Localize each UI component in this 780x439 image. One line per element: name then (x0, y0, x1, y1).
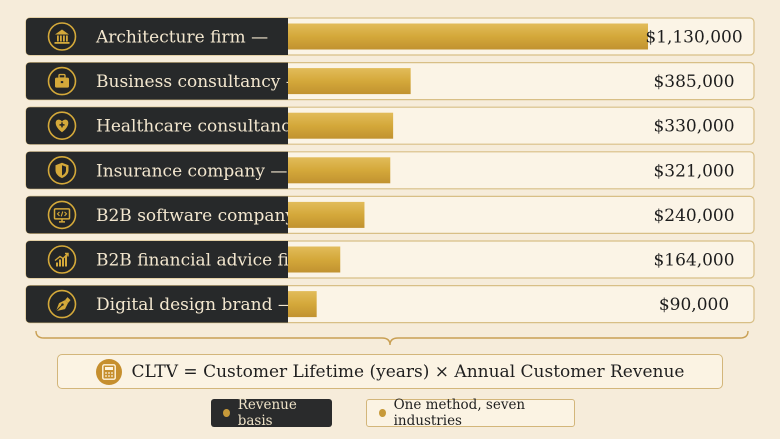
bar (288, 246, 341, 273)
pen-nib-icon (47, 289, 77, 319)
chart-row: B2B financial advice firm — $164,000 (25, 240, 755, 279)
legend-one-method: One method, seven industries (366, 397, 575, 429)
chart-row: Healthcare consultancy — $330,000 (25, 106, 755, 145)
category-label: Healthcare consultancy — (96, 117, 323, 137)
bar (288, 201, 365, 228)
legend-dot (379, 409, 386, 417)
growth-chart-icon (47, 245, 77, 274)
category-label-panel (26, 151, 288, 189)
category-label: Digital design brand — (96, 295, 295, 315)
formula-box: CLTV = Customer Lifetime (years) × Annua… (57, 354, 723, 389)
value-label: $240,000 (653, 206, 734, 226)
category-label-panel (26, 285, 288, 323)
formula-text: CLTV = Customer Lifetime (years) × Annua… (131, 361, 685, 382)
chart-row: Digital design brand — $90,000 (25, 285, 755, 324)
shield-icon (47, 156, 77, 185)
legend-revenue-basis: Revenue basis (211, 397, 332, 429)
bar (288, 112, 394, 139)
calculator-icon (95, 358, 122, 385)
bar (288, 23, 648, 50)
value-label: $330,000 (653, 117, 734, 137)
category-label: Architecture firm — (95, 28, 268, 48)
category-label: B2B financial advice firm — (96, 251, 336, 271)
bar (288, 68, 411, 95)
legend-revenue-basis-label: Revenue basis (237, 397, 297, 429)
category-label: B2B software company — (96, 206, 317, 226)
category-label-panel (26, 196, 288, 234)
value-label: $164,000 (653, 251, 734, 271)
value-label: $321,000 (653, 161, 734, 181)
chart-row: Business consultancy — $385,000 (25, 61, 755, 101)
bar (288, 291, 317, 318)
chart-row: Architecture firm — $1,130,000 (25, 17, 755, 56)
value-label: $90,000 (659, 295, 729, 315)
value-label: $1,130,000 (645, 28, 742, 48)
bar (288, 157, 391, 184)
category-label-panel (26, 241, 288, 278)
briefcase-icon (47, 66, 77, 96)
bank-icon (47, 22, 77, 51)
category-label: Business consultancy — (96, 72, 303, 92)
legend-one-method-label: One method, seven industries (393, 397, 526, 429)
category-label-panel (26, 18, 288, 55)
value-label: $385,000 (653, 72, 734, 92)
range-brace (35, 330, 749, 346)
legend-dot (223, 409, 230, 417)
category-label-panel (26, 107, 288, 145)
category-label: Insurance company — (96, 161, 287, 181)
chart-row: B2B software company — $240,000 (25, 195, 755, 234)
chart-row: Insurance company — $321,000 (25, 151, 755, 190)
code-monitor-icon (47, 200, 77, 230)
heart-plus-icon (47, 111, 77, 140)
category-label-panel (26, 62, 288, 100)
